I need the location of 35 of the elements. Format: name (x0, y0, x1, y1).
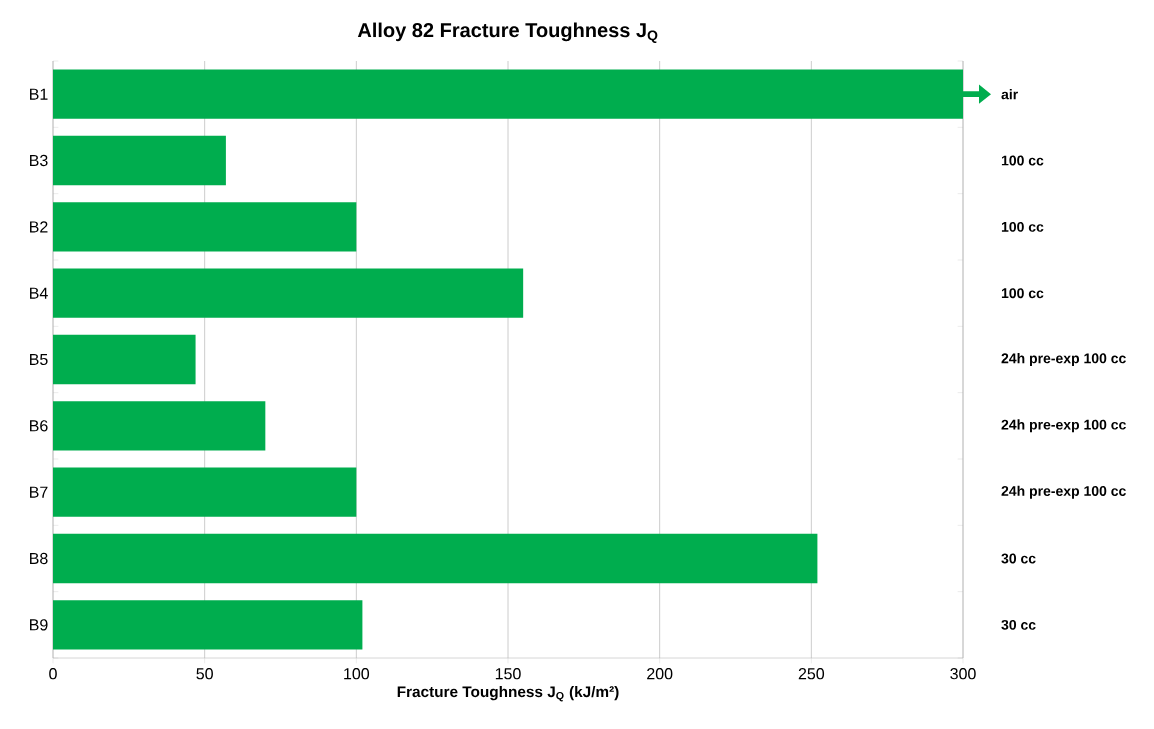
x-axis-title: Fracture Toughness J$_{Q}$ (kJ/m²) (397, 685, 619, 702)
text: 24h pre-exp 100 cc (1001, 419, 1126, 433)
x-tick-label: 100 (344, 668, 370, 680)
bar (53, 467, 357, 517)
x-tick-label: 250 (798, 668, 825, 680)
text: 100 cc (1001, 155, 1044, 166)
y-tick-label: B3 (30, 154, 48, 167)
x-tick-label: 150 (495, 668, 521, 680)
text: 100 cc (1001, 221, 1044, 232)
text: 100 cc (1001, 288, 1044, 299)
text: air (1001, 89, 1018, 100)
y-tick-label: B9 (30, 619, 48, 631)
chart-title: Alloy 82 Fracture Toughness J$_{Q}$ (357, 22, 658, 43)
bar (53, 600, 363, 650)
text: 24h pre-exp 100 cc (1001, 352, 1126, 367)
y-tick-label: B4 (30, 287, 48, 299)
x-tick-label: 0 (49, 668, 57, 680)
bar (53, 533, 818, 584)
y-tick-label: B1 (30, 88, 48, 100)
bar (53, 135, 226, 186)
y-tick-label: B2 (30, 221, 48, 233)
y-tick-label: B8 (30, 552, 48, 565)
y-tick-label: B6 (30, 420, 48, 432)
bar (53, 268, 524, 318)
x-tick-label: 200 (647, 668, 673, 680)
bar (53, 334, 196, 385)
text: 30 cc (1001, 553, 1036, 564)
x-tick-label: 50 (196, 668, 213, 680)
y-tick-label: B5 (30, 353, 48, 366)
text: 30 cc (1001, 619, 1036, 630)
bar (53, 202, 357, 252)
text: 24h pre-exp 100 cc (1001, 485, 1126, 499)
y-tick-label: B7 (30, 486, 48, 498)
x-tick-label: 300 (950, 668, 976, 680)
bar (53, 401, 266, 451)
